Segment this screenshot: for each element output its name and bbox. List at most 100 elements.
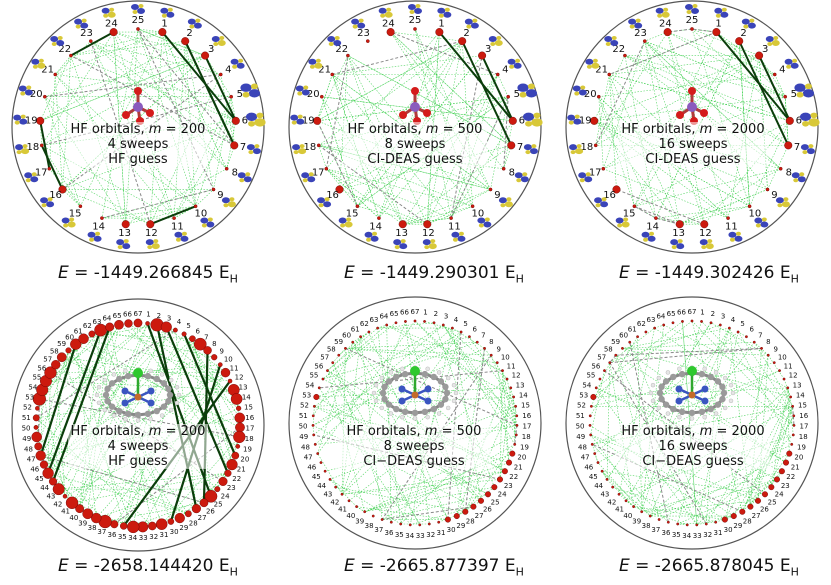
panel-label: HF orbitals, m = 500 8 sweeps CI−DEAS gu… (337, 424, 491, 469)
orbital-dot (377, 216, 381, 220)
orbital-lobe-icon (790, 62, 799, 69)
orbital-lobe-icon (358, 18, 364, 23)
molecule-atom (425, 414, 430, 420)
molecule-atom (451, 398, 457, 404)
orbital-dot (593, 452, 597, 456)
orbital-lobe-icon (328, 41, 334, 46)
entanglement-line (347, 55, 404, 225)
orbital-number: 34 (682, 532, 691, 540)
entanglement-line (62, 189, 81, 207)
strong-entanglement-line (481, 55, 514, 122)
orbital-number: 19 (302, 115, 315, 126)
molecule-atom (111, 372, 117, 377)
entanglement-line (608, 74, 680, 225)
entanglement-line (667, 31, 775, 75)
orbital-number: 62 (637, 320, 646, 328)
orbital-dot (789, 395, 793, 399)
orbital-lobe-icon (15, 144, 30, 155)
entanglement-line (322, 324, 387, 380)
orbital-dot (355, 204, 360, 209)
orbital-number: 35 (395, 531, 404, 539)
entanglement-line (691, 28, 791, 122)
entanglement-diagram-bottom-middle: 1 2 3 4567891011121314151617181920212223242… (288, 296, 542, 550)
orbital-number: 61 (74, 327, 83, 335)
orbital-lobe-icon (301, 89, 310, 96)
orbital-lobe-icon (87, 231, 96, 238)
orbital-number: 32 (426, 531, 435, 539)
orbital-lobe-icon (670, 239, 685, 250)
orbital-lobe-icon (705, 243, 714, 250)
entanglement-line (64, 323, 148, 497)
sweeps-label: 16 sweeps (658, 137, 728, 152)
orbital-number: 50 (576, 423, 585, 431)
entanglement-line (207, 350, 233, 465)
entanglement-line (339, 189, 428, 225)
molecule-atom (425, 366, 430, 372)
orbital-dot (681, 320, 684, 323)
orbital-lobe-icon (515, 58, 521, 63)
orbital-number: 45 (589, 473, 598, 481)
orbital-number: 6 (473, 325, 478, 333)
entanglement-line (317, 320, 416, 454)
orbital-number: 20 (240, 456, 249, 464)
orbital-lobe-icon (236, 62, 245, 69)
orbital-dot (468, 335, 471, 339)
orbital-lobe-icon (784, 58, 799, 69)
molecule-atom (144, 372, 152, 380)
orbital-number: 1 (146, 310, 150, 318)
molecule-atom (94, 392, 100, 398)
orbital-dot (148, 521, 157, 531)
orbital-number: 36 (662, 529, 671, 537)
orbital-dot (235, 422, 245, 433)
entanglement-line (192, 338, 229, 474)
orbital-number: 9 (773, 346, 777, 354)
orbital-dot (690, 319, 694, 323)
strong-entanglement-line (39, 343, 77, 456)
entanglement-line (357, 55, 483, 207)
orbital-lobe-icon (808, 144, 814, 149)
orbital-dot (39, 143, 44, 148)
entanglement-line (609, 362, 707, 525)
orbital-number: 41 (61, 507, 70, 515)
orbital-number: 21 (791, 463, 800, 471)
orbital-number: 31 (714, 529, 723, 537)
entanglement-line (39, 55, 72, 121)
orbital-number: 65 (390, 310, 399, 318)
orbital-dot (459, 330, 463, 334)
orbital-number: 31 (160, 531, 169, 539)
orbital-lobe-icon (242, 91, 250, 98)
entanglement-line (318, 145, 327, 169)
orbital-dot (590, 116, 599, 125)
orbital-dot (772, 72, 777, 77)
orbital-lobe-icon (302, 178, 308, 183)
orbital-lobe-icon (771, 39, 780, 46)
orbital-number: 31 (437, 529, 446, 537)
orbital-lobe-icon (507, 58, 516, 65)
orbital-lobe-icon (516, 178, 522, 183)
entanglement-line (792, 406, 795, 426)
entanglement-line (625, 327, 730, 501)
orbital-dot (501, 369, 504, 373)
orbital-lobe-icon (174, 231, 183, 238)
orbital-number: 51 (576, 412, 585, 420)
strong-entanglement-line (738, 40, 790, 146)
entanglement-line (650, 479, 778, 517)
orbital-dot (363, 510, 367, 514)
orbital-number: 38 (642, 522, 651, 530)
entanglement-line (342, 479, 501, 495)
orbital-lobe-icon (517, 83, 529, 92)
entanglement-line (150, 74, 222, 225)
entanglement-line (345, 348, 492, 356)
orbital-number: 20 (584, 89, 597, 100)
orbital-dot (792, 414, 796, 418)
orbital-lobe-icon (775, 197, 790, 208)
entanglement-line (314, 324, 444, 407)
m-value: = 200 (161, 424, 206, 439)
orbital-number: 60 (619, 331, 628, 339)
entanglement-line (608, 74, 617, 190)
orbital-lobe-icon (145, 239, 154, 246)
entanglement-line (326, 168, 380, 219)
orbital-lobe-icon (295, 85, 310, 96)
orbital-number: 67 (411, 308, 420, 316)
molecule-atom (443, 389, 451, 397)
